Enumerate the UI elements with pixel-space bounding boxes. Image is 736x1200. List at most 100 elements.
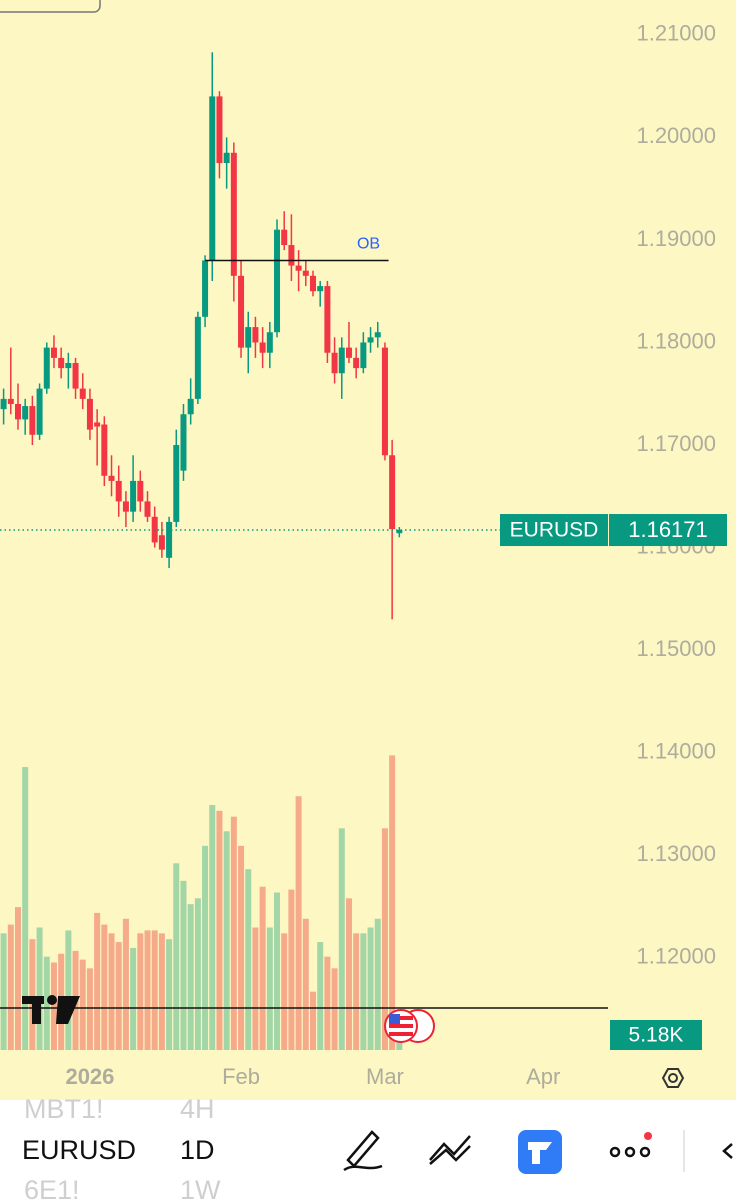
candle-body (94, 422, 101, 427)
symbol-label-box (500, 514, 608, 547)
volume-bar (137, 933, 144, 1050)
volume-bar (252, 927, 259, 1050)
candle-body (374, 332, 381, 338)
candle-body (288, 245, 295, 266)
candle-body (0, 398, 7, 410)
volume-bar (209, 805, 216, 1050)
volume-bar (353, 933, 360, 1050)
volume-label-box (610, 1020, 702, 1050)
candle-body (173, 445, 180, 522)
volume-bar (338, 828, 345, 1050)
candle-body (50, 347, 57, 358)
candle-body (353, 357, 360, 369)
interval-option[interactable]: 1W (180, 1175, 221, 1200)
volume-bar (151, 930, 158, 1050)
candle-body (58, 357, 65, 369)
candle-body (158, 535, 165, 550)
candle-body (367, 337, 374, 343)
app-icon[interactable] (518, 1130, 562, 1174)
volume-bar (29, 939, 36, 1050)
x-tick-label: 2026 (65, 1064, 114, 1089)
candle-body (238, 275, 245, 348)
candle-body (65, 362, 72, 369)
candle-body (108, 475, 115, 481)
volume-bar (65, 930, 72, 1050)
candle-body (14, 404, 21, 420)
volume-bar (173, 863, 180, 1050)
candle-body (381, 347, 388, 456)
volume-bar (122, 918, 129, 1050)
y-tick-label: 1.18000 (636, 328, 716, 353)
interval-option[interactable]: 4H (180, 1094, 215, 1124)
volume-bar (230, 816, 237, 1050)
candle-body (86, 398, 93, 430)
candle-body (266, 332, 273, 353)
volume-bar (223, 831, 230, 1050)
volume-bar (238, 845, 245, 1050)
volume-bar (14, 907, 21, 1050)
last-price-box (609, 514, 727, 547)
x-tick-label: Apr (526, 1064, 560, 1089)
y-tick-label: 1.20000 (636, 123, 716, 148)
symbol-option[interactable]: MBT1! (24, 1094, 104, 1124)
volume-bar (144, 930, 151, 1050)
volume-bar (79, 959, 86, 1050)
candle-body (72, 362, 79, 389)
event-flags[interactable] (384, 1009, 435, 1043)
symbol-option[interactable]: 6E1! (24, 1175, 80, 1200)
candle-body (295, 265, 302, 271)
x-tick-label: Mar (366, 1064, 404, 1089)
candle-body (252, 327, 259, 343)
symbol-current[interactable]: EURUSD (22, 1135, 136, 1165)
more-icon[interactable] (609, 1132, 652, 1158)
candle-body (338, 347, 345, 374)
y-tick-label: 1.15000 (636, 636, 716, 661)
symbol-label: EURUSD (510, 519, 599, 542)
candle-body (309, 275, 316, 292)
y-tick-label: 1.14000 (636, 738, 716, 763)
candle-body (317, 286, 324, 292)
interval-current[interactable]: 1D (180, 1135, 215, 1165)
volume-label: 5.18K (629, 1024, 684, 1047)
volume-bar (202, 845, 209, 1050)
volume-bar (309, 991, 316, 1050)
volume-bar (101, 924, 108, 1050)
candle-body (360, 342, 367, 369)
candle-body (29, 406, 36, 435)
draw-tool-icon[interactable] (343, 1130, 383, 1172)
volume-bar (36, 927, 43, 1050)
candle-body (43, 347, 50, 389)
volume-bar (115, 942, 122, 1050)
annotation-text: OB (357, 236, 380, 253)
volume-bar (216, 810, 223, 1050)
volume-bar (302, 918, 309, 1050)
candle-body (122, 501, 129, 512)
candle-body (324, 286, 331, 353)
volume-bar (389, 755, 396, 1050)
top-button[interactable] (0, 0, 101, 13)
back-icon[interactable] (722, 1143, 733, 1159)
candle-body (36, 388, 43, 435)
candle-body (281, 229, 288, 246)
candle-body (166, 521, 173, 558)
volume-bar (187, 904, 194, 1050)
candle-body (101, 424, 108, 476)
indicators-icon[interactable] (429, 1135, 471, 1165)
volume-bar (317, 942, 324, 1050)
candle-body (7, 398, 14, 405)
volume-bar (86, 968, 93, 1050)
plot-area: 1.210001.200001.190001.180001.170001.160… (0, 21, 727, 1089)
candle-body (274, 229, 281, 333)
volume-bar (158, 933, 165, 1050)
volume-bar (345, 898, 352, 1050)
volume-bar (360, 933, 367, 1050)
volume-bar (259, 886, 266, 1050)
volume-bar (266, 927, 273, 1050)
settings-icon[interactable] (661, 1068, 685, 1088)
last-price-label: 1.16171 (628, 517, 708, 542)
candle-body (202, 260, 209, 317)
volume-bar (245, 869, 252, 1050)
candle-body (187, 398, 194, 415)
candle-body (245, 327, 252, 348)
